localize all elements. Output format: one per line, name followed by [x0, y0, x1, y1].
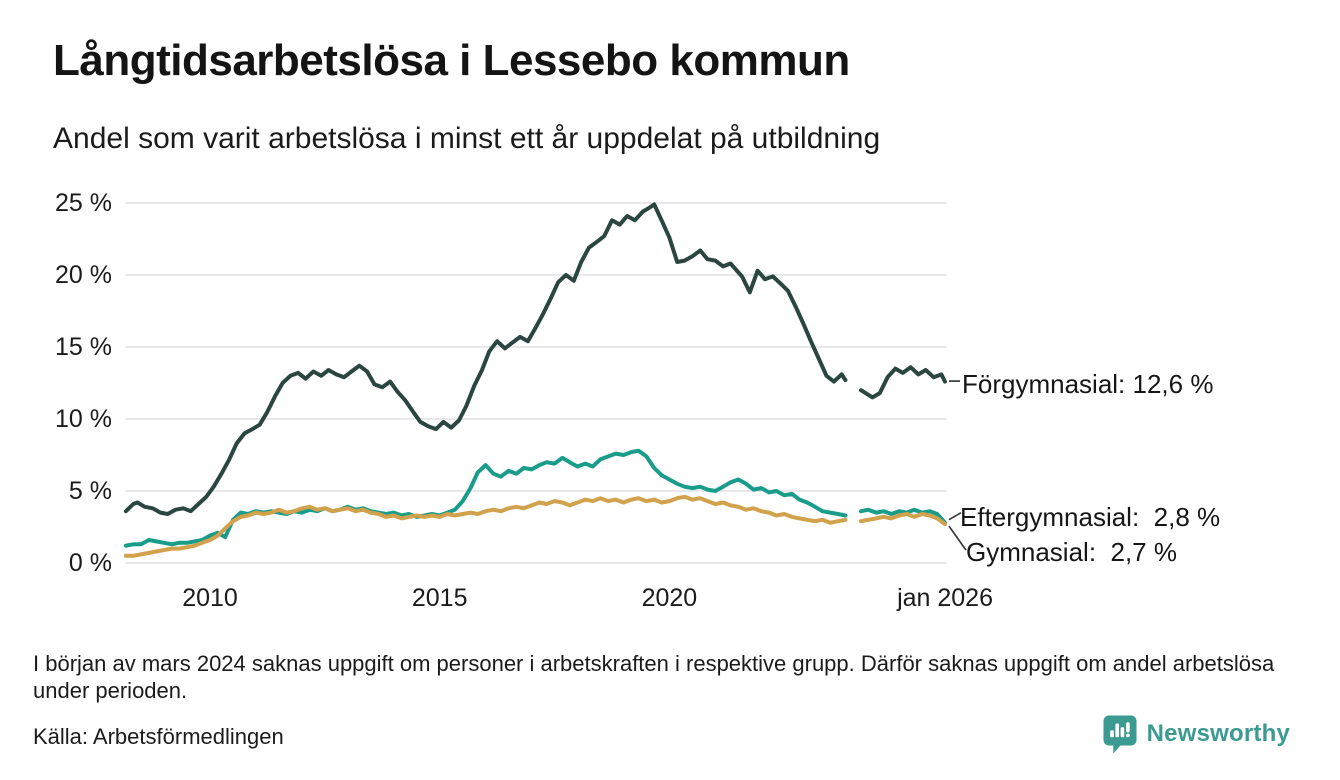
- newsworthy-wordmark: Newsworthy: [1146, 720, 1290, 747]
- series-line-förgymnasial-seg1: [859, 365, 947, 400]
- y-tick-25pct: 25 %: [55, 189, 112, 217]
- series-line-gymnasial-seg1: [859, 512, 947, 527]
- x-tick-2020: 2020: [641, 584, 698, 612]
- line-chart: [123, 202, 967, 564]
- series-line-gymnasial-seg0: [123, 494, 848, 558]
- label-connector-gymnasial: [948, 525, 967, 551]
- x-tick-2015: 2015: [411, 584, 468, 612]
- series-end-label-forgymnasial: Förgymnasial: 12,6 %: [962, 369, 1214, 399]
- x-tick-jan-2026: jan 2026: [897, 584, 993, 612]
- chart-title: Långtidsarbetslösa i Lessebo kommun: [53, 36, 850, 85]
- y-tick-10pct: 10 %: [55, 405, 112, 433]
- series-end-label-gymnasial: Gymnasial: 2,7 %: [966, 537, 1177, 567]
- label-connector-eftergymnasial: [948, 511, 962, 521]
- series-line-eftergymnasial-seg0: [123, 448, 848, 548]
- chart-subtitle: Andel som varit arbetslösa i minst ett å…: [53, 122, 881, 155]
- series-line-förgymnasial-seg0: [123, 202, 848, 516]
- x-tick-2010: 2010: [182, 584, 238, 612]
- source-attribution: Källa: Arbetsförmedlingen: [33, 724, 284, 749]
- y-tick-20pct: 20 %: [55, 261, 112, 289]
- footnote: I början av mars 2024 saknas uppgift om …: [33, 651, 1275, 703]
- series-end-label-eftergymnasial: Eftergymnasial: 2,8 %: [960, 502, 1221, 532]
- newsworthy-logo: Newsworthy: [1102, 714, 1290, 754]
- y-tick-15pct: 15 %: [55, 333, 112, 361]
- y-tick-5pct: 5 %: [68, 477, 112, 505]
- newsworthy-icon: [1103, 715, 1137, 754]
- series-line-eftergymnasial-seg1: [859, 507, 947, 525]
- y-tick-0pct: 0 %: [68, 549, 112, 577]
